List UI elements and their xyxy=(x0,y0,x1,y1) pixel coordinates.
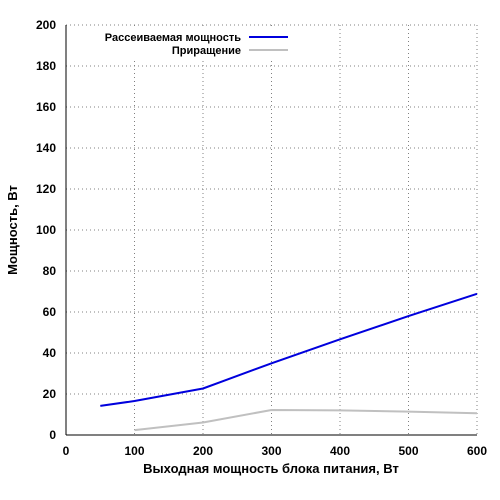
series-line-0 xyxy=(100,292,478,407)
x-tick-label: 0 xyxy=(63,444,70,458)
legend-label-dissipated: Рассеиваемая мощность xyxy=(105,32,241,44)
legend: Рассеиваемая мощность Приращение xyxy=(72,29,292,59)
y-tick-label: 140 xyxy=(36,141,56,155)
tick-labels: 0 100 200 300 400 500 600 0 20 40 60 80 100 120 140 160… xyxy=(36,18,487,458)
y-tick-label: 20 xyxy=(43,387,57,401)
series-lines xyxy=(100,292,478,432)
y-axis-title: Мощность, Вт xyxy=(5,185,20,275)
x-axis-title: Выходная мощность блока питания, Вт xyxy=(143,461,399,476)
y-tick-label: 60 xyxy=(43,305,57,319)
legend-background xyxy=(72,29,292,59)
x-tick-label: 100 xyxy=(124,444,144,458)
y-tick-label: 180 xyxy=(36,59,56,73)
y-tick-label: 0 xyxy=(49,428,56,442)
x-tick-label: 400 xyxy=(330,444,350,458)
y-tick-label: 80 xyxy=(43,264,57,278)
x-tick-label: 600 xyxy=(467,444,487,458)
y-tick-label: 200 xyxy=(36,18,56,32)
series-line-1 xyxy=(134,409,478,432)
y-tick-label: 120 xyxy=(36,182,56,196)
y-tick-label: 40 xyxy=(43,346,57,360)
grid xyxy=(66,24,478,435)
x-tick-label: 500 xyxy=(398,444,418,458)
y-tick-label: 100 xyxy=(36,223,56,237)
legend-label-increment: Приращение xyxy=(172,45,241,57)
x-tick-label: 200 xyxy=(193,444,213,458)
x-tick-label: 300 xyxy=(261,444,281,458)
y-tick-label: 160 xyxy=(36,100,56,114)
